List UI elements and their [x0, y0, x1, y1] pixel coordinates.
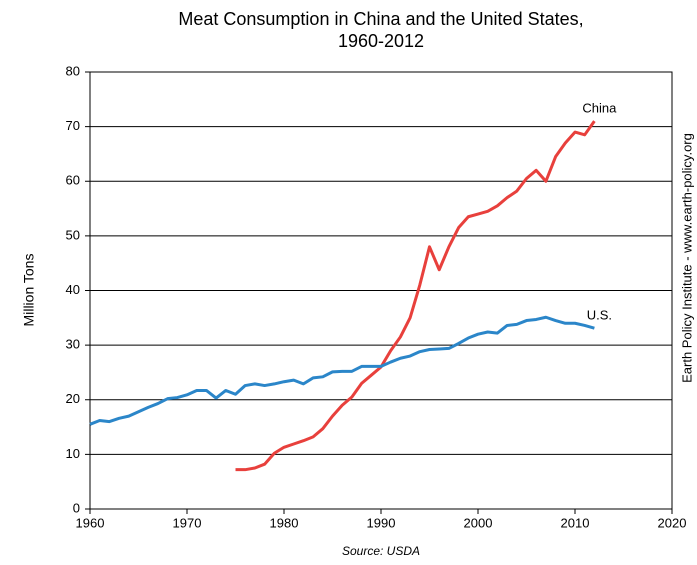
- source: Source: USDA: [342, 544, 420, 558]
- y-tick-label: 10: [66, 446, 80, 461]
- chart-title: 1960-2012: [338, 31, 424, 51]
- y-axis-label: Million Tons: [21, 254, 37, 327]
- side-note: Earth Policy Institute - www.earth-polic…: [679, 133, 694, 383]
- x-tick-label: 2010: [561, 515, 590, 530]
- plot-border: [89, 71, 673, 510]
- y-tick-label: 60: [66, 173, 80, 188]
- y-tick-label: 30: [66, 337, 80, 352]
- x-tick-label: 1960: [76, 515, 105, 530]
- series-label: U.S.: [587, 308, 612, 323]
- x-tick-label: 2020: [658, 515, 687, 530]
- y-tick-label: 70: [66, 118, 80, 133]
- y-tick-label: 40: [66, 282, 80, 297]
- line: [89, 315, 595, 426]
- y-tick-label: 80: [66, 63, 80, 78]
- x-tick-label: 1990: [367, 515, 396, 530]
- y-tick-label: 50: [66, 227, 80, 242]
- x-tick-label: 1980: [270, 515, 299, 530]
- y-tick-label: 0: [73, 500, 80, 515]
- series-label: China: [582, 101, 617, 116]
- x-tick-label: 2000: [464, 515, 493, 530]
- x-tick-label: 1970: [173, 515, 202, 530]
- line: [235, 120, 596, 472]
- y-tick-label: 20: [66, 391, 80, 406]
- chart-title: Meat Consumption in China and the United…: [178, 9, 583, 29]
